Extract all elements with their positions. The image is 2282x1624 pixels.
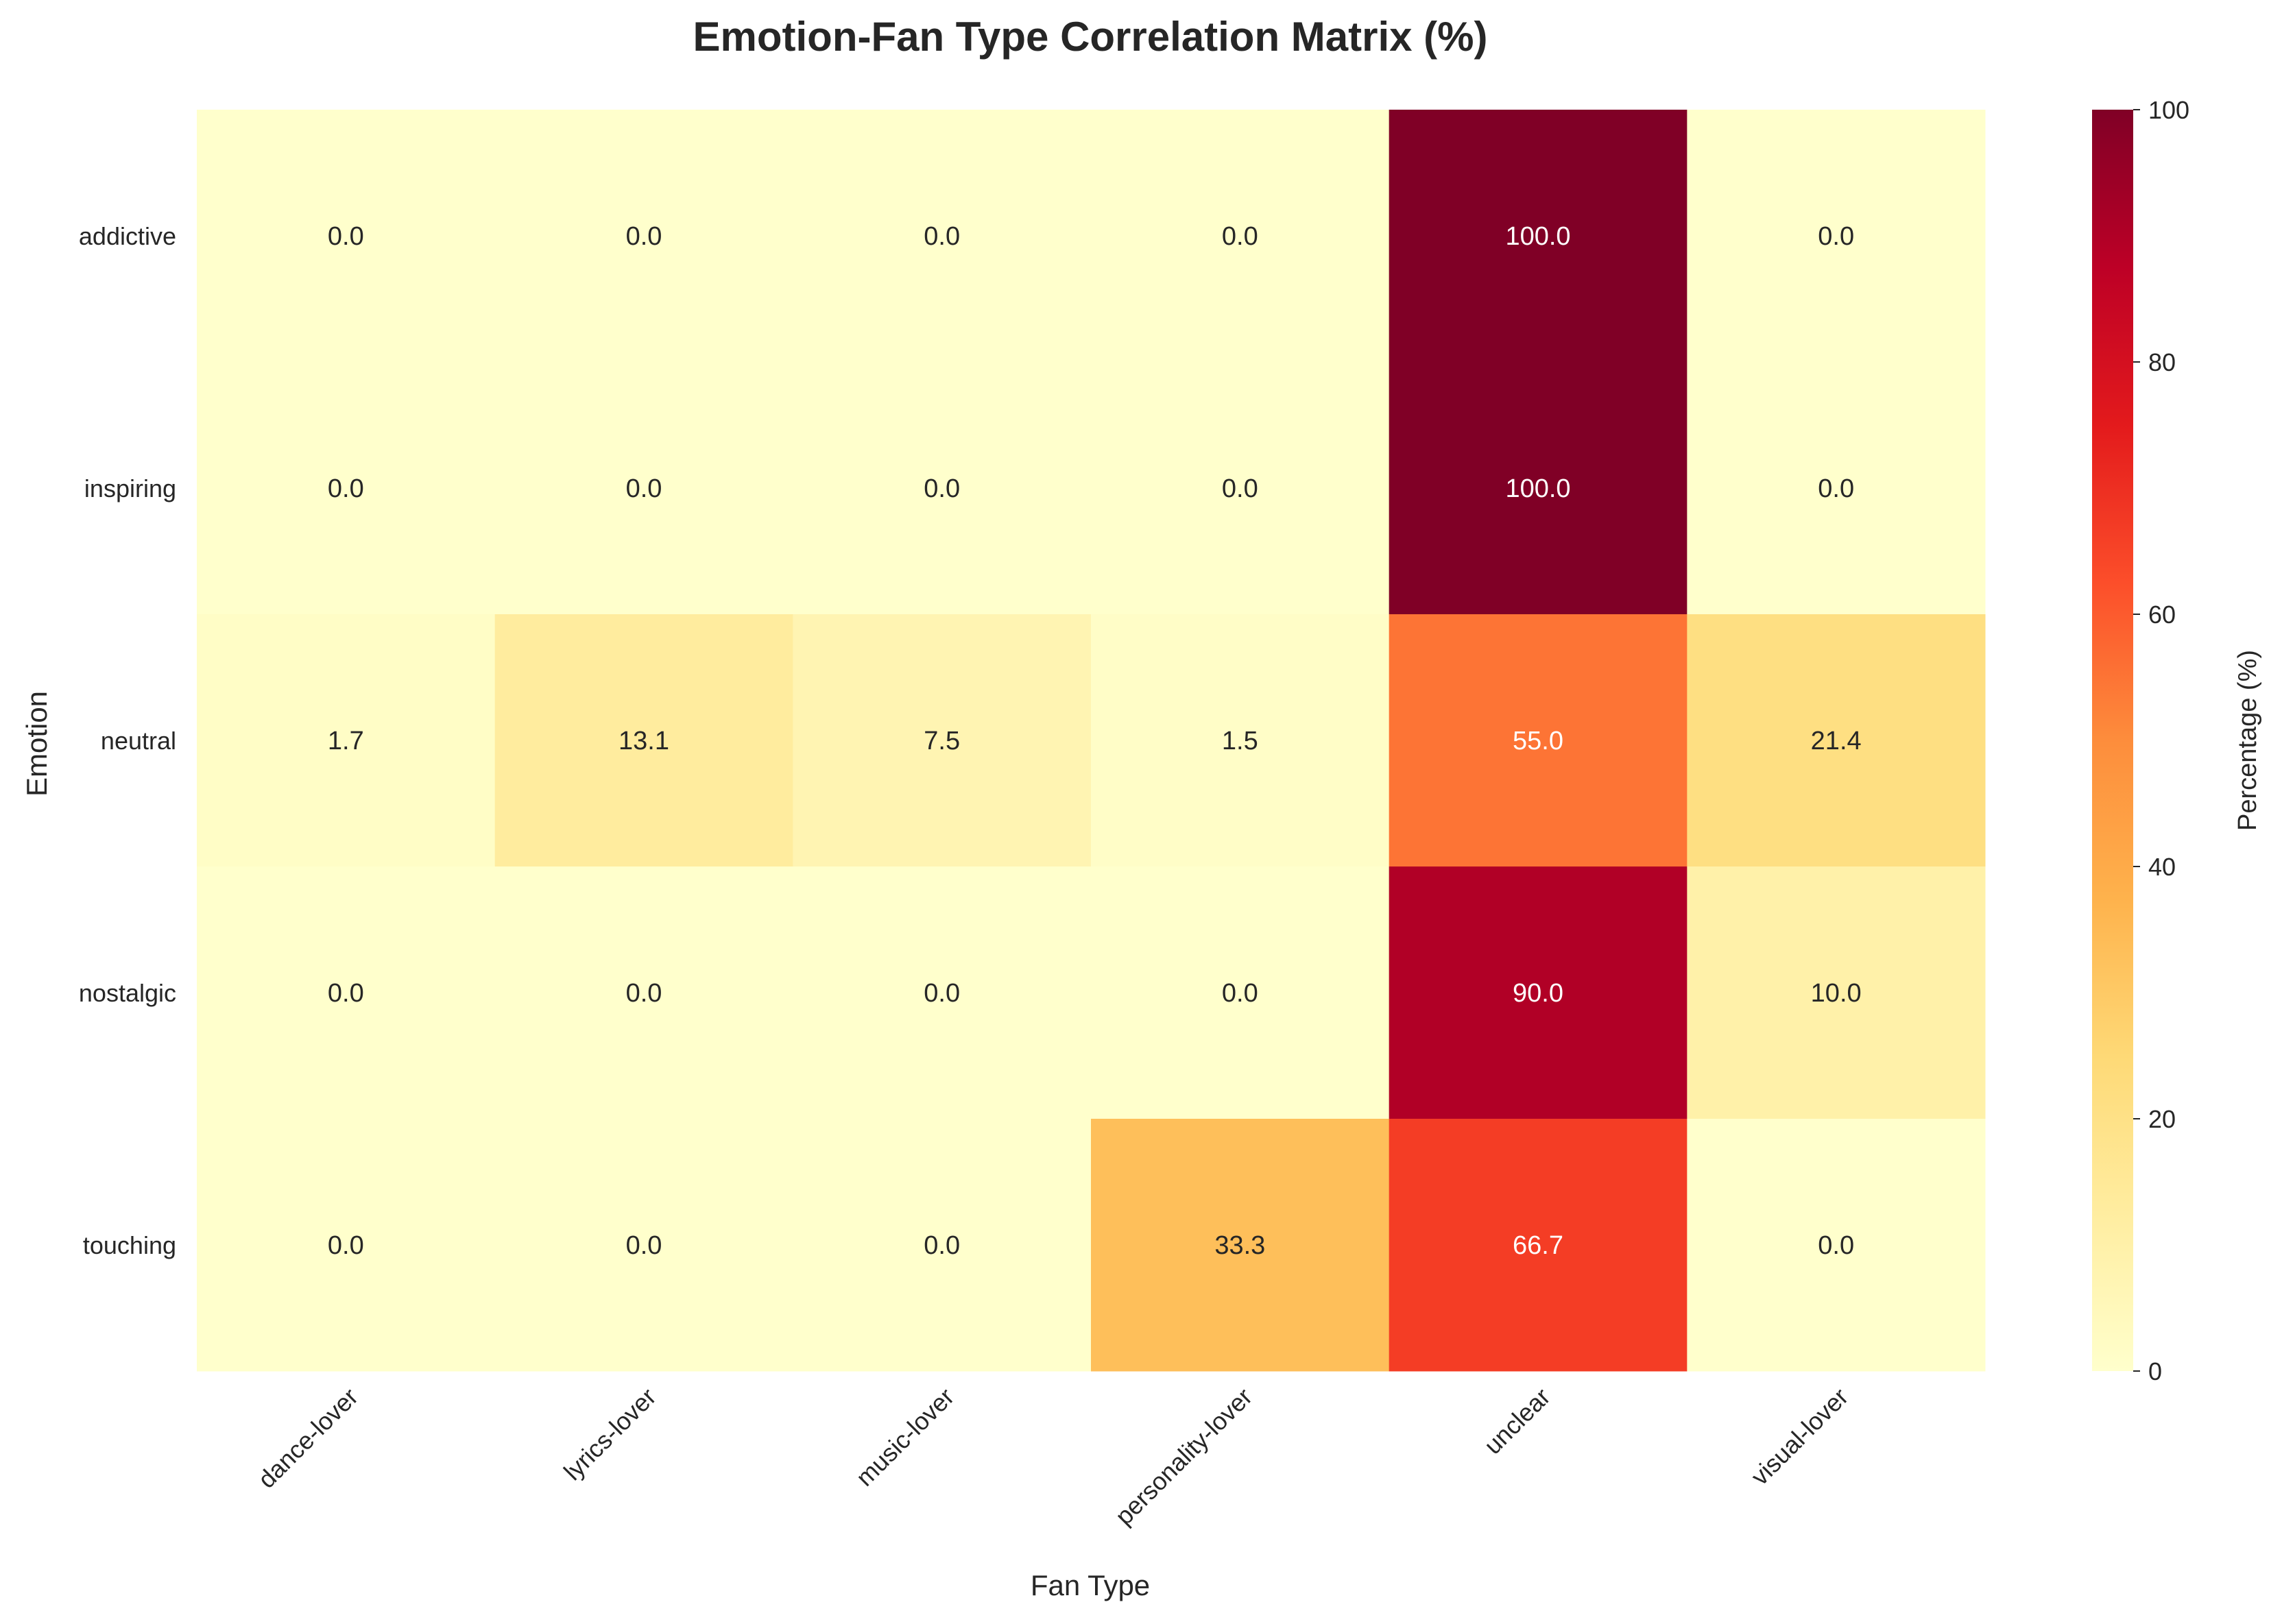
- x-tick-label: lyrics-lover: [558, 1383, 662, 1486]
- y-tick-label: neutral: [101, 727, 176, 755]
- heatmap-cell: [793, 110, 1092, 363]
- heatmap-cell: [1687, 110, 1986, 363]
- x-tick-label: music-lover: [850, 1383, 959, 1492]
- cell-value-label: 0.0: [1818, 1231, 1854, 1260]
- cell-value-label: 0.0: [1818, 474, 1854, 503]
- cell-value-label: 0.0: [924, 222, 960, 251]
- heatmap-cell: [494, 362, 793, 615]
- x-tick-labels: dance-lover lyrics-lover music-lover person…: [252, 1383, 1853, 1531]
- cell-value-label: 7.5: [924, 727, 960, 755]
- heatmap-cell: [494, 1119, 793, 1372]
- heatmap-cells: [197, 110, 1986, 1372]
- heatmap-cell: [793, 866, 1092, 1119]
- heatmap-cell: [197, 1119, 496, 1372]
- colorbar: 0 20 40 60 80 100 Percentage (%): [2092, 96, 2262, 1385]
- y-axis-title: Emotion: [21, 691, 53, 797]
- cell-value-label: 0.0: [1818, 222, 1854, 251]
- heatmap-cell: [1687, 1119, 1986, 1372]
- colorbar-tick-label: 40: [2148, 853, 2176, 881]
- heatmap-cell: [494, 866, 793, 1119]
- x-tick-label: visual-lover: [1746, 1383, 1854, 1491]
- heatmap-cell: [197, 362, 496, 615]
- heatmap-cell: [1687, 362, 1986, 615]
- y-tick-label: nostalgic: [79, 979, 176, 1007]
- cell-value-label: 0.0: [328, 474, 364, 503]
- heatmap-cell: [1389, 362, 1688, 615]
- cell-value-label: 0.0: [626, 979, 662, 1008]
- cell-value-label: 0.0: [1222, 979, 1258, 1008]
- heatmap-cell: [197, 614, 496, 867]
- cell-value-labels: 0.0 0.0 0.0 0.0 100.0 0.0 0.0 0.0 0.0 0.0 100.0 0.0…: [328, 222, 1862, 1260]
- cell-value-label: 1.7: [328, 727, 364, 755]
- colorbar-gradient: [2092, 110, 2133, 1371]
- y-tick-label: inspiring: [84, 474, 176, 502]
- heatmap-cell: [494, 110, 793, 363]
- cell-value-label: 66.7: [1513, 1231, 1563, 1260]
- colorbar-tick-label: 0: [2148, 1357, 2162, 1385]
- cell-value-label: 100.0: [1505, 222, 1570, 251]
- heatmap-cell: [1389, 614, 1688, 867]
- cell-value-label: 100.0: [1505, 474, 1570, 503]
- x-tick-label: dance-lover: [252, 1383, 363, 1494]
- heatmap-cell: [1389, 1119, 1688, 1372]
- chart-title: Emotion-Fan Type Correlation Matrix (%): [693, 14, 1488, 60]
- y-tick-labels: addictive inspiring neutral nostalgic touchi…: [79, 222, 176, 1259]
- cell-value-label: 0.0: [924, 474, 960, 503]
- x-axis-title: Fan Type: [1031, 1569, 1150, 1601]
- colorbar-tick-label: 80: [2148, 348, 2176, 376]
- cell-value-label: 10.0: [1811, 979, 1862, 1008]
- heatmap-cell: [793, 1119, 1092, 1372]
- x-tick-label: personality-lover: [1109, 1383, 1258, 1531]
- heatmap-cell: [197, 110, 496, 363]
- y-tick-label: touching: [83, 1231, 176, 1259]
- heatmap-cell: [1389, 110, 1688, 363]
- colorbar-label: Percentage (%): [2233, 650, 2262, 831]
- heatmap-cell: [494, 614, 793, 867]
- heatmap-cell: [1687, 614, 1986, 867]
- y-tick-label: addictive: [79, 222, 176, 250]
- heatmap-cell: [1091, 362, 1390, 615]
- cell-value-label: 0.0: [328, 222, 364, 251]
- cell-value-label: 0.0: [328, 979, 364, 1008]
- heatmap-cell: [793, 362, 1092, 615]
- cell-value-label: 0.0: [924, 979, 960, 1008]
- heatmap-cell: [1091, 1119, 1390, 1372]
- heatmap-cell: [1091, 110, 1390, 363]
- cell-value-label: 0.0: [328, 1231, 364, 1260]
- heatmap-cell: [197, 866, 496, 1119]
- heatmap-cell: [1091, 866, 1390, 1119]
- cell-value-label: 55.0: [1513, 727, 1563, 755]
- heatmap-cell: [1389, 866, 1688, 1119]
- cell-value-label: 0.0: [626, 1231, 662, 1260]
- cell-value-label: 21.4: [1811, 727, 1862, 755]
- cell-value-label: 1.5: [1222, 727, 1258, 755]
- heatmap-cell: [1091, 614, 1390, 867]
- cell-value-label: 13.1: [618, 727, 669, 755]
- cell-value-label: 0.0: [1222, 474, 1258, 503]
- cell-value-label: 90.0: [1513, 979, 1563, 1008]
- colorbar-tick-label: 60: [2148, 601, 2176, 629]
- cell-value-label: 33.3: [1214, 1231, 1265, 1260]
- x-tick-label: unclear: [1478, 1383, 1555, 1459]
- cell-value-label: 0.0: [924, 1231, 960, 1260]
- colorbar-ticks: 0 20 40 60 80 100: [2133, 96, 2189, 1385]
- colorbar-tick-label: 20: [2148, 1105, 2176, 1133]
- colorbar-tick-label: 100: [2148, 96, 2189, 124]
- cell-value-label: 0.0: [626, 474, 662, 503]
- cell-value-label: 0.0: [1222, 222, 1258, 251]
- cell-value-label: 0.0: [626, 222, 662, 251]
- heatmap-cell: [1687, 866, 1986, 1119]
- heatmap-cell: [793, 614, 1092, 867]
